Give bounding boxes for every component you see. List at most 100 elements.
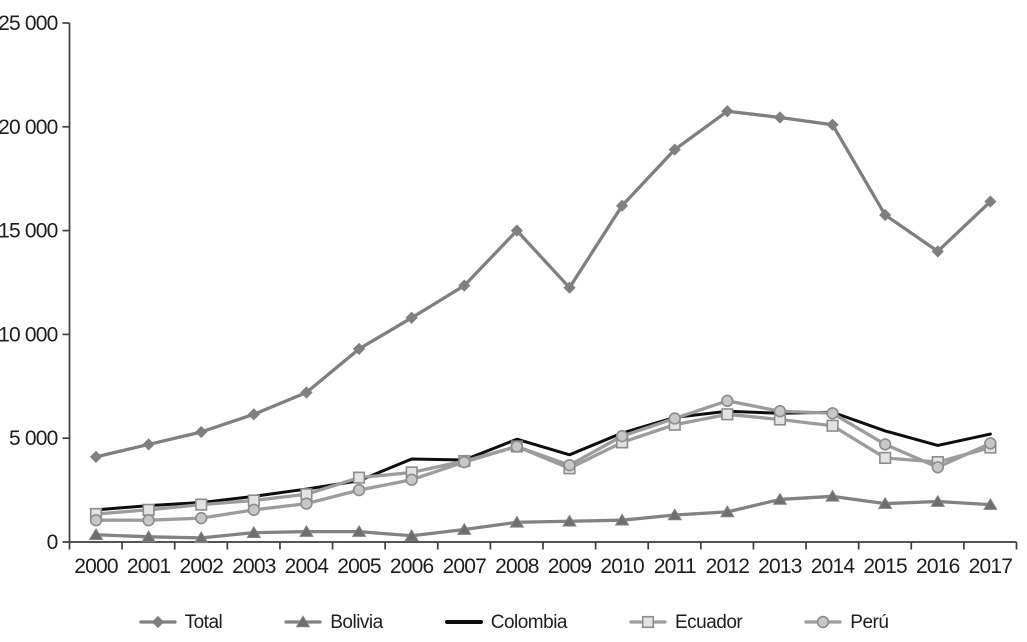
data-point-marker	[826, 118, 839, 131]
data-point-marker	[456, 522, 472, 535]
data-point-marker	[562, 514, 577, 527]
data-point-marker	[721, 408, 734, 421]
data-point-marker	[458, 279, 471, 292]
data-point-marker	[930, 494, 946, 507]
series-line-colombia	[94, 409, 992, 512]
data-point-marker	[141, 530, 156, 543]
data-point-marker	[879, 451, 892, 465]
data-point-marker	[817, 615, 830, 629]
data-point-marker	[299, 524, 314, 537]
data-point-marker	[246, 525, 262, 538]
y-axis-label: 20 000	[0, 116, 58, 139]
peru-line-circle-icon	[804, 615, 842, 629]
x-axis-label: 2011	[654, 555, 696, 578]
x-axis-label: 2010	[600, 555, 644, 578]
x-axis-label: 2015	[863, 555, 907, 578]
data-point-marker	[142, 503, 155, 516]
x-axis-label: 2017	[969, 555, 1013, 578]
data-point-marker	[352, 471, 366, 484]
data-point-marker	[404, 529, 419, 542]
y-axis-label: 15 000	[0, 220, 58, 243]
series-total	[89, 105, 997, 463]
data-point-marker	[195, 511, 208, 525]
data-point-marker	[151, 615, 164, 629]
y-axis-label: 10 000	[0, 323, 58, 346]
data-point-marker	[773, 405, 787, 418]
data-point-marker	[878, 438, 892, 451]
x-axis-label: 2002	[179, 555, 223, 578]
y-axis-label: 25 000	[0, 12, 58, 35]
data-point-marker	[247, 408, 260, 421]
data-point-marker	[615, 429, 629, 443]
data-point-marker	[89, 514, 103, 527]
data-point-marker	[351, 524, 367, 537]
x-axis-label: 2003	[232, 555, 276, 578]
data-point-marker	[825, 489, 840, 502]
axes	[68, 23, 1017, 543]
legend-label-bolivia: Bolivia	[330, 611, 383, 633]
data-point-marker	[510, 440, 524, 453]
legend-label-total: Total	[184, 611, 223, 633]
total-line-diamond-icon	[138, 615, 177, 629]
legend-label-colombia: Colombia	[490, 611, 568, 633]
data-point-marker	[247, 503, 261, 517]
series-bolivia	[88, 489, 998, 544]
data-point-marker	[616, 199, 629, 212]
data-point-marker	[563, 458, 576, 472]
data-point-marker	[352, 342, 366, 356]
data-point-marker	[826, 407, 839, 420]
data-point-marker	[405, 311, 418, 324]
legend-label-peru: Perú	[850, 611, 889, 633]
line-chart-plot: 0 5 000 10 000 15 000 20 000 25 000 2000 2001 20…	[0, 12, 1018, 578]
x-axis-label: 2008	[495, 555, 539, 578]
data-point-marker	[641, 615, 655, 629]
data-point-marker	[195, 425, 208, 439]
x-axis-label: 2014	[811, 555, 856, 578]
x-axis-label: 2001	[127, 555, 171, 578]
data-point-marker	[142, 438, 155, 451]
x-axis-label: 2013	[758, 555, 802, 578]
data-point-marker	[772, 492, 788, 505]
data-point-marker	[195, 498, 208, 511]
series-line-perú	[94, 399, 993, 522]
data-point-marker	[826, 419, 839, 432]
data-point-marker	[879, 208, 892, 222]
data-point-marker	[563, 281, 576, 294]
data-point-marker	[721, 394, 734, 408]
data-point-marker	[142, 514, 155, 527]
data-point-marker	[458, 455, 471, 469]
data-point-marker	[984, 195, 997, 208]
x-axis-label: 2007	[443, 555, 487, 578]
series-ecuador	[89, 408, 997, 521]
ecuador-line-square-icon	[629, 615, 667, 629]
x-axis-label: 2009	[548, 555, 592, 578]
x-axis-label: 2006	[390, 555, 434, 578]
x-axis-label: 2016	[916, 555, 960, 578]
series-colombia	[94, 409, 992, 512]
data-point-marker	[721, 105, 734, 118]
data-point-marker	[667, 508, 683, 521]
legend-item-peru: Perú	[804, 611, 889, 633]
data-point-marker	[88, 527, 104, 541]
data-point-marker	[300, 386, 313, 399]
legend-item-bolivia: Bolivia	[284, 611, 383, 633]
chart-legend: Total Bolivia Colombia Ecuador Perú	[0, 603, 1027, 641]
bolivia-line-triangle-icon	[284, 615, 322, 628]
data-point-marker	[877, 496, 893, 509]
series-line-total	[94, 109, 993, 459]
data-point-marker	[89, 450, 103, 463]
legend-label-ecuador: Ecuador	[674, 611, 743, 633]
series-line-bolivia	[94, 494, 993, 540]
data-point-marker	[509, 515, 525, 528]
data-point-marker	[773, 111, 787, 124]
legend-item-colombia: Colombia	[444, 611, 568, 633]
data-point-marker	[295, 615, 311, 628]
y-axis-label: 5 000	[9, 427, 58, 450]
data-point-marker	[300, 497, 313, 510]
series-perú	[89, 394, 997, 527]
x-axis-label: 2005	[337, 555, 381, 578]
data-point-marker	[352, 483, 366, 497]
data-point-marker	[193, 531, 209, 544]
data-point-marker	[984, 437, 997, 450]
